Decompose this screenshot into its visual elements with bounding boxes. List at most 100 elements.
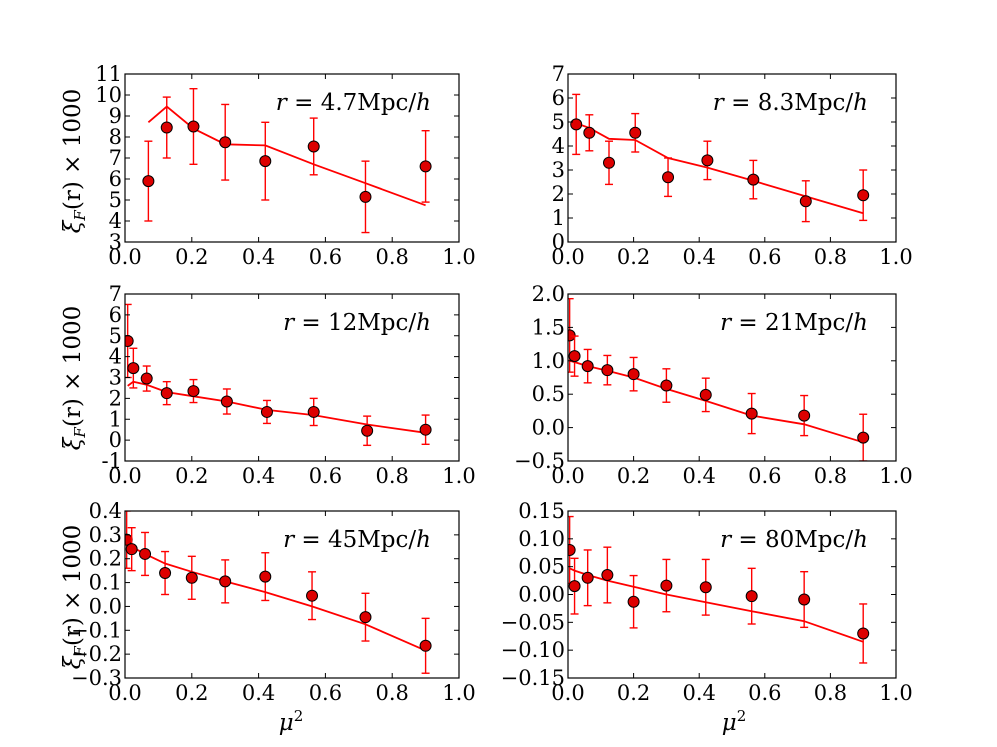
y-tick-label: 0 xyxy=(109,428,122,452)
data-point xyxy=(601,364,614,377)
y-tick-label: 3 xyxy=(109,230,122,254)
panel-6: 0.0 0.2 0.4 0.6 0.8 1.0 −0.15 −0.10 −0.05 0.00 0.0… xyxy=(501,499,913,705)
ylabel-middle: ξF(r) × 1000 xyxy=(60,306,89,450)
x-tick-label: 0.6 xyxy=(309,464,342,488)
y-tick-label: 0.10 xyxy=(518,527,565,551)
y-tick-label: 2 xyxy=(552,182,565,206)
x-tick-label: 0.0 xyxy=(108,464,141,488)
y-tick-label: 7 xyxy=(552,62,565,86)
x-tick-label: 0.4 xyxy=(242,681,275,705)
data-point xyxy=(185,571,198,584)
data-point xyxy=(857,189,870,202)
x-tick-label: 0.8 xyxy=(814,245,847,269)
x-tick-label: 0.8 xyxy=(814,681,847,705)
x-tick-label: 1.0 xyxy=(442,245,475,269)
panel-annotation: r = 4.7Mpc/h xyxy=(276,90,431,116)
data-point xyxy=(127,362,140,375)
x-tick-label: 1.0 xyxy=(442,464,475,488)
y-tick-label: 4 xyxy=(109,209,122,233)
data-point xyxy=(419,160,432,173)
y-tick-label: 1.0 xyxy=(532,349,565,373)
x-tick-label: 0.0 xyxy=(551,464,584,488)
data-point xyxy=(745,590,758,603)
x-tick-label: 0.4 xyxy=(682,464,715,488)
plot-area xyxy=(125,511,432,674)
model-line xyxy=(127,380,426,434)
data-point xyxy=(603,156,615,169)
panel-annotation: r = 12Mpc/h xyxy=(283,310,431,336)
y-tick-label: 11 xyxy=(95,62,122,86)
y-tick-label: 7 xyxy=(109,282,122,306)
x-tick-label: 0.4 xyxy=(242,245,275,269)
data-point xyxy=(306,589,319,602)
data-point xyxy=(570,118,583,131)
y-tick-label: 5 xyxy=(109,188,122,212)
x-tick-label: 0.8 xyxy=(375,464,408,488)
y-tick-label: 0.3 xyxy=(89,523,122,547)
x-tick-label: 0.0 xyxy=(108,681,141,705)
y-tick-label: −0.15 xyxy=(501,666,565,690)
data-point xyxy=(747,173,760,186)
data-point xyxy=(857,431,870,444)
x-tick-label: 1.0 xyxy=(879,245,912,269)
data-point xyxy=(260,405,273,418)
y-tick-label: 4 xyxy=(109,345,122,369)
y-tick-label: 10 xyxy=(95,83,122,107)
x-tick-label: 0.6 xyxy=(309,681,342,705)
panel-annotation: r = 80Mpc/h xyxy=(720,527,868,553)
data-point xyxy=(798,409,811,422)
y-tick-label: 0.1 xyxy=(89,571,122,595)
data-point xyxy=(359,190,372,203)
data-point xyxy=(307,405,320,418)
y-tick-label: 5 xyxy=(109,324,122,348)
data-point xyxy=(699,388,712,401)
axes-frame xyxy=(124,510,460,679)
data-point xyxy=(187,385,200,398)
x-tick-label: 0.2 xyxy=(617,464,650,488)
data-point xyxy=(627,595,640,608)
y-tick-label: 5 xyxy=(552,110,565,134)
panel-annotation: r = 21Mpc/h xyxy=(720,310,868,336)
y-tick-label: 8 xyxy=(109,125,122,149)
data-point xyxy=(259,570,272,583)
data-point xyxy=(160,121,173,134)
model-line xyxy=(569,359,864,444)
x-tick-label: 0.6 xyxy=(748,681,781,705)
y-tick-label: 0.2 xyxy=(89,547,122,571)
y-tick-label: 6 xyxy=(109,303,122,327)
data-point xyxy=(660,579,673,592)
x-tick-label: 0.6 xyxy=(748,245,781,269)
data-point xyxy=(219,136,232,149)
x-tick-label: 0.8 xyxy=(375,681,408,705)
data-point xyxy=(307,140,320,153)
xlabel-right: μ2 xyxy=(722,707,747,736)
data-point xyxy=(660,379,673,392)
y-tick-label: −0.10 xyxy=(501,638,565,662)
y-tick-label: −0.2 xyxy=(71,642,122,666)
x-tick-label: 0.0 xyxy=(551,245,584,269)
panel-annotation: r = 45Mpc/h xyxy=(283,527,431,553)
plot-area xyxy=(570,93,870,223)
data-point xyxy=(581,571,594,584)
model-line xyxy=(126,543,426,652)
y-tick-label: 0.0 xyxy=(532,416,565,440)
x-tick-label: 0.4 xyxy=(682,681,715,705)
x-tick-label: 0.4 xyxy=(242,464,275,488)
data-point xyxy=(419,423,432,436)
x-tick-label: 0.2 xyxy=(617,681,650,705)
data-point xyxy=(798,593,811,606)
y-tick-label: 7 xyxy=(109,146,122,170)
x-tick-label: 0.2 xyxy=(175,464,208,488)
data-point xyxy=(139,547,152,560)
ylabel-bottom: ξF(r) × 1000 xyxy=(60,525,89,669)
y-tick-label: 1 xyxy=(109,407,122,431)
x-tick-label: 1.0 xyxy=(879,681,912,705)
panel-4: 0.0 0.2 0.4 0.6 0.8 1.0−0.50.00.51.01.52.0r =… xyxy=(514,282,913,488)
data-point xyxy=(359,611,372,624)
y-tick-label: 0 xyxy=(552,230,565,254)
panel-5: 0.0 0.2 0.4 0.6 0.8 1.0−0.3−0.2−0.10.00.10.20… xyxy=(71,499,476,705)
data-point xyxy=(568,350,581,363)
